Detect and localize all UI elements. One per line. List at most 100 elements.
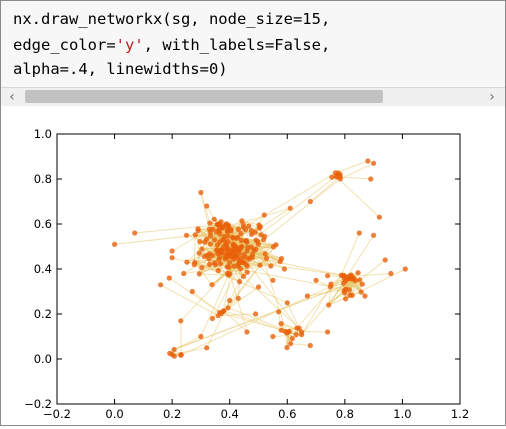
graph-node <box>181 271 186 276</box>
graph-node <box>184 233 189 238</box>
graph-node <box>198 334 203 339</box>
x-tick-label: 0.8 <box>336 407 354 421</box>
graph-node <box>253 311 258 316</box>
x-tick-label: 1.2 <box>451 407 469 421</box>
x-tick-label: 0.6 <box>278 407 296 421</box>
graph-node <box>259 232 264 237</box>
graph-node <box>264 256 269 261</box>
graph-node <box>256 284 261 289</box>
graph-node <box>167 351 172 356</box>
graph-edge <box>310 177 340 202</box>
graph-node <box>204 345 209 350</box>
graph-node <box>215 243 220 248</box>
graph-node <box>190 289 195 294</box>
graph-node <box>178 318 183 323</box>
code-line-2: edge_color='y', with_labels=False, <box>13 35 330 55</box>
y-tick-label: 0.8 <box>34 172 52 186</box>
graph-node <box>236 247 241 252</box>
graph-node <box>329 175 334 180</box>
code-cell[interactable]: nx.draw_networkx(sg, node_size=15, edge_… <box>1 1 505 106</box>
graph-node <box>294 332 299 337</box>
code-text-2-pre: edge_color= <box>13 36 116 54</box>
graph-node <box>252 248 257 253</box>
graph-node <box>227 260 232 265</box>
x-tick-label: 0.2 <box>163 407 181 421</box>
graph-node <box>371 233 376 238</box>
scroll-left-icon[interactable]: ‹ <box>3 88 21 106</box>
graph-node <box>253 230 258 235</box>
graph-node <box>308 199 313 204</box>
graph-node <box>217 231 222 236</box>
graph-node <box>199 265 204 270</box>
graph-node <box>279 321 284 326</box>
graph-node <box>209 282 214 287</box>
y-tick-label: 0.4 <box>34 262 52 276</box>
graph-node <box>221 309 226 314</box>
graph-node <box>383 257 388 262</box>
horizontal-scrollbar[interactable]: ‹ › <box>1 87 505 106</box>
graph-node <box>343 296 348 301</box>
graph-node <box>365 158 370 163</box>
graph-node <box>244 329 249 334</box>
graph-node <box>347 287 352 292</box>
scrollbar-thumb[interactable] <box>25 90 383 103</box>
graph-node <box>112 242 117 247</box>
graph-node <box>357 277 362 282</box>
graph-node <box>276 309 281 314</box>
graph-node <box>305 293 310 298</box>
graph-node <box>256 222 261 227</box>
graph-node <box>246 224 251 229</box>
graph-node <box>244 238 249 243</box>
code-text-1: nx.draw_networkx(sg, node_size=15, <box>13 10 330 28</box>
graph-node <box>223 256 228 261</box>
code-line-3: alpha=.4, linewidths=0) <box>13 59 228 79</box>
graph-node <box>342 290 347 295</box>
graph-node <box>231 235 236 240</box>
x-tick-label: 1.0 <box>393 407 411 421</box>
graph-node <box>226 265 231 270</box>
graph-node <box>210 316 215 321</box>
x-tick-label: 0.0 <box>105 407 123 421</box>
graph-node <box>245 270 250 275</box>
graph-node <box>192 262 197 267</box>
scroll-right-icon[interactable]: › <box>483 88 501 106</box>
code-text-3: alpha=.4, linewidths=0) <box>13 60 228 78</box>
code-text-2-post: , with_labels=False, <box>144 36 331 54</box>
graph-node <box>239 218 244 223</box>
graph-node <box>357 230 362 235</box>
graph-node <box>288 341 293 346</box>
graph-edge <box>302 279 350 335</box>
graph-node <box>212 217 217 222</box>
graph-node <box>334 174 339 179</box>
graph-node <box>258 263 263 268</box>
graph-node <box>268 263 273 268</box>
graph-node <box>210 253 215 258</box>
graph-node <box>284 345 289 350</box>
graph-node <box>197 251 202 256</box>
graph-node <box>325 273 330 278</box>
graph-node <box>236 227 241 232</box>
graph-edges <box>115 161 406 356</box>
graph-node <box>278 259 283 264</box>
graph-node <box>172 347 177 352</box>
graph-edge <box>337 177 380 217</box>
graph-node <box>326 302 331 307</box>
graph-node <box>226 305 231 310</box>
graph-node <box>207 221 212 226</box>
code-string-literal: 'y' <box>116 36 144 54</box>
graph-node <box>371 161 376 166</box>
y-tick-label: 0.2 <box>34 307 52 321</box>
graph-edge <box>341 233 359 275</box>
graph-node <box>241 274 246 279</box>
graph-node <box>308 343 313 348</box>
code-line-1: nx.draw_networkx(sg, node_size=15, <box>13 9 330 29</box>
graph-edge <box>291 344 311 346</box>
graph-node <box>282 266 287 271</box>
graph-node <box>223 242 228 247</box>
graph-node <box>222 234 227 239</box>
graph-node <box>178 353 183 358</box>
graph-node <box>197 271 202 276</box>
